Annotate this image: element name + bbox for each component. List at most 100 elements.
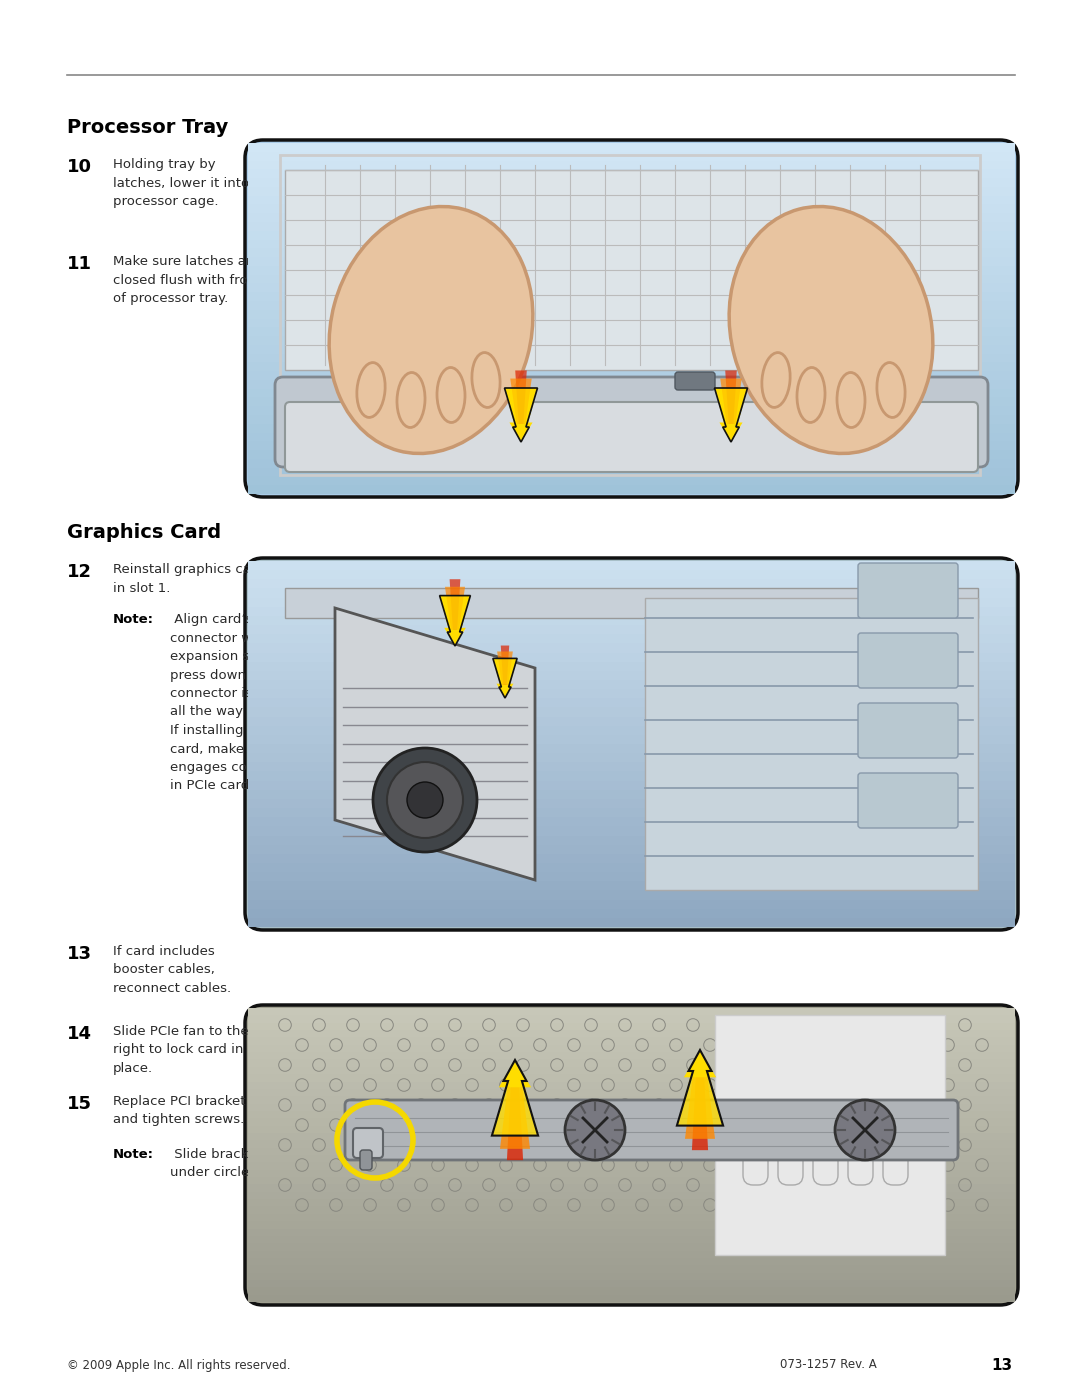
Polygon shape	[715, 388, 747, 425]
Bar	[248, 292, 1015, 300]
Bar	[248, 1016, 1015, 1023]
Bar	[248, 257, 1015, 265]
Bar	[248, 300, 1015, 310]
Polygon shape	[504, 388, 538, 425]
Text: 14: 14	[67, 1025, 92, 1044]
Text: 11: 11	[67, 256, 92, 272]
Ellipse shape	[761, 352, 791, 408]
Text: Slide bracket
under circled tab.: Slide bracket under circled tab.	[170, 1148, 288, 1179]
Text: Holding tray by
latches, lower it into
processor cage.: Holding tray by latches, lower it into p…	[113, 158, 249, 208]
Bar	[248, 634, 1015, 644]
Polygon shape	[719, 422, 743, 441]
Polygon shape	[715, 388, 747, 425]
Ellipse shape	[329, 207, 532, 454]
Polygon shape	[440, 595, 471, 629]
FancyBboxPatch shape	[245, 557, 1018, 930]
Polygon shape	[726, 370, 737, 425]
Polygon shape	[499, 1060, 531, 1087]
Polygon shape	[445, 587, 465, 629]
Bar	[248, 1185, 1015, 1192]
Bar	[248, 372, 1015, 380]
Bar	[248, 1023, 1015, 1030]
Bar	[248, 1280, 1015, 1287]
Polygon shape	[440, 595, 471, 629]
Bar	[248, 570, 1015, 580]
Text: 12: 12	[67, 563, 92, 581]
Bar	[248, 1155, 1015, 1162]
Polygon shape	[500, 1076, 530, 1148]
Bar	[248, 362, 1015, 372]
Bar	[248, 1257, 1015, 1266]
Bar	[248, 1104, 1015, 1111]
Bar	[248, 890, 1015, 900]
Text: Make sure latches are
closed flush with front
of processor tray.: Make sure latches are closed flush with …	[113, 256, 261, 305]
Bar	[248, 799, 1015, 807]
Bar	[248, 177, 1015, 187]
Bar	[248, 835, 1015, 845]
Bar	[248, 1192, 1015, 1199]
Ellipse shape	[729, 207, 933, 454]
Bar	[248, 423, 1015, 433]
Bar	[248, 1097, 1015, 1104]
Polygon shape	[645, 598, 978, 890]
Polygon shape	[720, 379, 742, 425]
Text: Slide PCIe fan to the
right to lock card in
place.: Slide PCIe fan to the right to lock card…	[113, 1025, 248, 1076]
Bar	[248, 845, 1015, 854]
FancyBboxPatch shape	[245, 1004, 1018, 1305]
Bar	[248, 214, 1015, 222]
Bar	[248, 745, 1015, 753]
Bar	[248, 1009, 1015, 1016]
Bar	[248, 689, 1015, 698]
Bar	[248, 1207, 1015, 1214]
Bar	[248, 882, 1015, 890]
Circle shape	[373, 747, 477, 852]
Bar	[248, 753, 1015, 763]
Bar	[248, 239, 1015, 249]
Text: 13: 13	[990, 1358, 1012, 1372]
Polygon shape	[444, 627, 465, 645]
Polygon shape	[684, 1051, 716, 1077]
Text: © 2009 Apple Inc. All rights reserved.: © 2009 Apple Inc. All rights reserved.	[67, 1358, 291, 1372]
Bar	[248, 789, 1015, 799]
Bar	[248, 353, 1015, 362]
Bar	[285, 170, 978, 370]
FancyBboxPatch shape	[275, 377, 988, 467]
Bar	[248, 204, 1015, 214]
Bar	[248, 1038, 1015, 1045]
Bar	[248, 606, 1015, 616]
Bar	[248, 1111, 1015, 1118]
Bar	[248, 187, 1015, 196]
Bar	[248, 1148, 1015, 1155]
Bar	[248, 624, 1015, 634]
Bar	[248, 169, 1015, 177]
Bar	[248, 1243, 1015, 1250]
Bar	[248, 662, 1015, 671]
Ellipse shape	[877, 363, 905, 418]
Bar	[248, 458, 1015, 468]
Bar	[248, 142, 1015, 152]
Bar	[248, 817, 1015, 827]
Polygon shape	[510, 379, 531, 425]
Bar	[248, 345, 1015, 353]
Bar	[248, 771, 1015, 781]
Bar	[248, 485, 1015, 495]
Bar	[248, 1162, 1015, 1169]
Bar	[248, 265, 1015, 275]
Polygon shape	[507, 1069, 523, 1160]
Circle shape	[565, 1099, 625, 1160]
Bar	[248, 196, 1015, 204]
Bar	[248, 380, 1015, 388]
Bar	[248, 644, 1015, 652]
Bar	[248, 407, 1015, 415]
FancyBboxPatch shape	[285, 402, 978, 472]
Bar	[248, 900, 1015, 908]
Bar	[248, 337, 1015, 345]
Bar	[248, 1169, 1015, 1178]
Bar	[248, 863, 1015, 872]
Bar	[248, 725, 1015, 735]
Bar	[248, 598, 1015, 606]
Bar	[248, 1266, 1015, 1273]
Polygon shape	[492, 658, 517, 685]
Polygon shape	[497, 651, 513, 685]
FancyBboxPatch shape	[245, 140, 1018, 497]
